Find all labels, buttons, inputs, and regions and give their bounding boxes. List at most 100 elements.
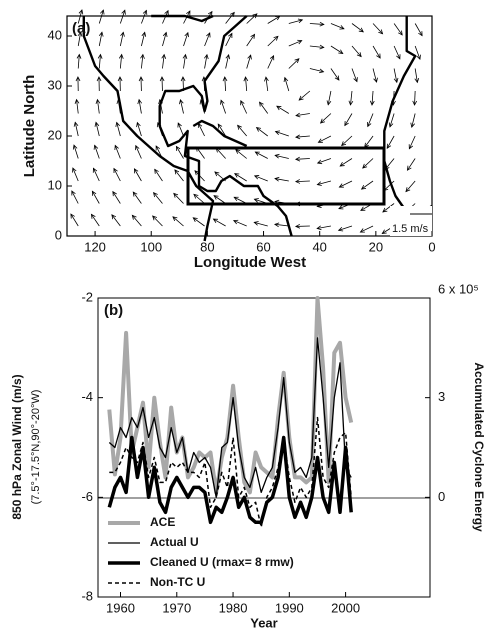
wind-arrow-head — [116, 98, 122, 105]
wind-arrow-head — [360, 184, 367, 190]
wind-arrow — [274, 223, 289, 227]
wind-arrow — [204, 54, 208, 69]
wind-arrow — [317, 158, 332, 164]
y-tick-label: -8 — [81, 588, 93, 603]
wind-arrow-head — [416, 54, 421, 60]
wind-arrow — [162, 10, 169, 24]
wind-arrow — [341, 135, 353, 146]
series-line — [107, 435, 353, 525]
wind-arrow — [180, 99, 184, 114]
wind-arrow — [153, 192, 163, 204]
wind-arrow — [141, 32, 146, 47]
y2-tick-label: 6 x 10⁵ — [438, 281, 479, 296]
wind-arrow-head — [337, 226, 344, 232]
wind-arrow — [344, 113, 353, 126]
wind-arrow-head — [341, 141, 347, 147]
wind-arrow-head — [152, 215, 158, 221]
x-axis-label: Longitude West — [194, 254, 306, 271]
wind-arrow-head — [253, 221, 259, 226]
wind-arrow-head — [197, 122, 203, 128]
wind-arrow-head — [273, 35, 279, 41]
wind-arrow — [233, 196, 247, 204]
wind-arrow — [350, 90, 353, 105]
wind-arrow — [330, 45, 343, 54]
wind-arrow — [173, 193, 184, 204]
wind-arrow — [119, 32, 124, 47]
wind-arrow — [295, 113, 310, 117]
panel-label: (a) — [72, 20, 90, 37]
wind-arrow — [77, 9, 83, 24]
wind-arrow — [72, 167, 79, 182]
wind-arrow — [393, 45, 401, 59]
wind-arrow — [113, 168, 121, 182]
wind-arrow-head — [234, 173, 240, 178]
wind-arrow-head — [316, 181, 322, 186]
wind-arrow — [384, 158, 395, 170]
wind-arrow-head — [274, 130, 281, 135]
wind-arrow-head — [115, 121, 120, 127]
wind-arrow-head — [72, 167, 77, 173]
wind-arrow-head — [203, 53, 209, 60]
wind-arrow-head — [193, 193, 199, 199]
wind-arrow — [245, 77, 248, 92]
y-axis-label: Latitude North — [21, 75, 38, 178]
wind-arrow — [134, 168, 142, 182]
wind-arrow — [246, 34, 255, 47]
wind-arrow-head — [73, 121, 79, 127]
wind-arrow — [330, 23, 345, 30]
wind-arrow — [274, 178, 289, 182]
wind-arrow-head — [378, 29, 384, 35]
wind-arrow-head — [367, 121, 372, 128]
wind-arrow-head — [294, 179, 301, 184]
wind-arrow — [288, 58, 300, 69]
wind-arrow — [192, 217, 205, 227]
wind-arrow — [70, 213, 79, 227]
wind-arrow-head — [237, 124, 242, 130]
wind-arrow — [183, 10, 191, 24]
wind-arrow-head — [396, 54, 401, 60]
wind-arrow — [414, 45, 421, 60]
wind-arrow-head — [319, 44, 325, 50]
wind-arrow-head — [137, 98, 143, 105]
wind-arrow — [94, 145, 100, 159]
wind-arrow — [162, 32, 167, 47]
x-tick-label: 60 — [256, 239, 270, 254]
wind-arrow — [116, 122, 121, 137]
wind-arrow-head — [294, 156, 301, 162]
wind-arrow-head — [111, 214, 117, 220]
wind-arrow-head — [71, 190, 76, 196]
coastline — [82, 16, 215, 242]
wind-arrow-head — [295, 134, 301, 140]
wind-arrow — [217, 123, 226, 137]
x-tick-label: 120 — [84, 239, 106, 254]
x-tick-label: 20 — [369, 239, 383, 254]
wind-arrow-head — [405, 187, 411, 193]
wind-arrow — [213, 195, 226, 204]
wind-arrow-head — [222, 76, 228, 82]
wind-arrow — [276, 105, 290, 114]
wind-arrow-head — [250, 33, 256, 39]
wind-arrow-head — [217, 123, 223, 129]
wind-arrow-head — [362, 163, 368, 169]
wind-arrow — [295, 158, 310, 160]
wind-arrow-head — [112, 190, 117, 197]
wind-arrow-head — [186, 10, 191, 16]
x-tick-label: 1990 — [275, 600, 304, 615]
wind-arrow — [255, 151, 268, 159]
wind-arrow — [246, 54, 252, 69]
scale-key-bg — [390, 206, 432, 236]
wind-arrow — [288, 19, 303, 24]
wind-arrow — [204, 32, 211, 47]
wind-arrow-head — [131, 214, 137, 220]
wind-arrow — [338, 225, 353, 231]
wind-arrow-head — [94, 121, 100, 127]
wind-arrow — [93, 168, 100, 182]
wind-arrow-head — [97, 53, 103, 59]
wind-arrow-head — [214, 171, 220, 177]
wind-arrow — [91, 214, 100, 227]
x-tick-label: 2000 — [331, 600, 360, 615]
wind-arrow — [386, 135, 395, 149]
wind-arrow — [71, 190, 79, 204]
